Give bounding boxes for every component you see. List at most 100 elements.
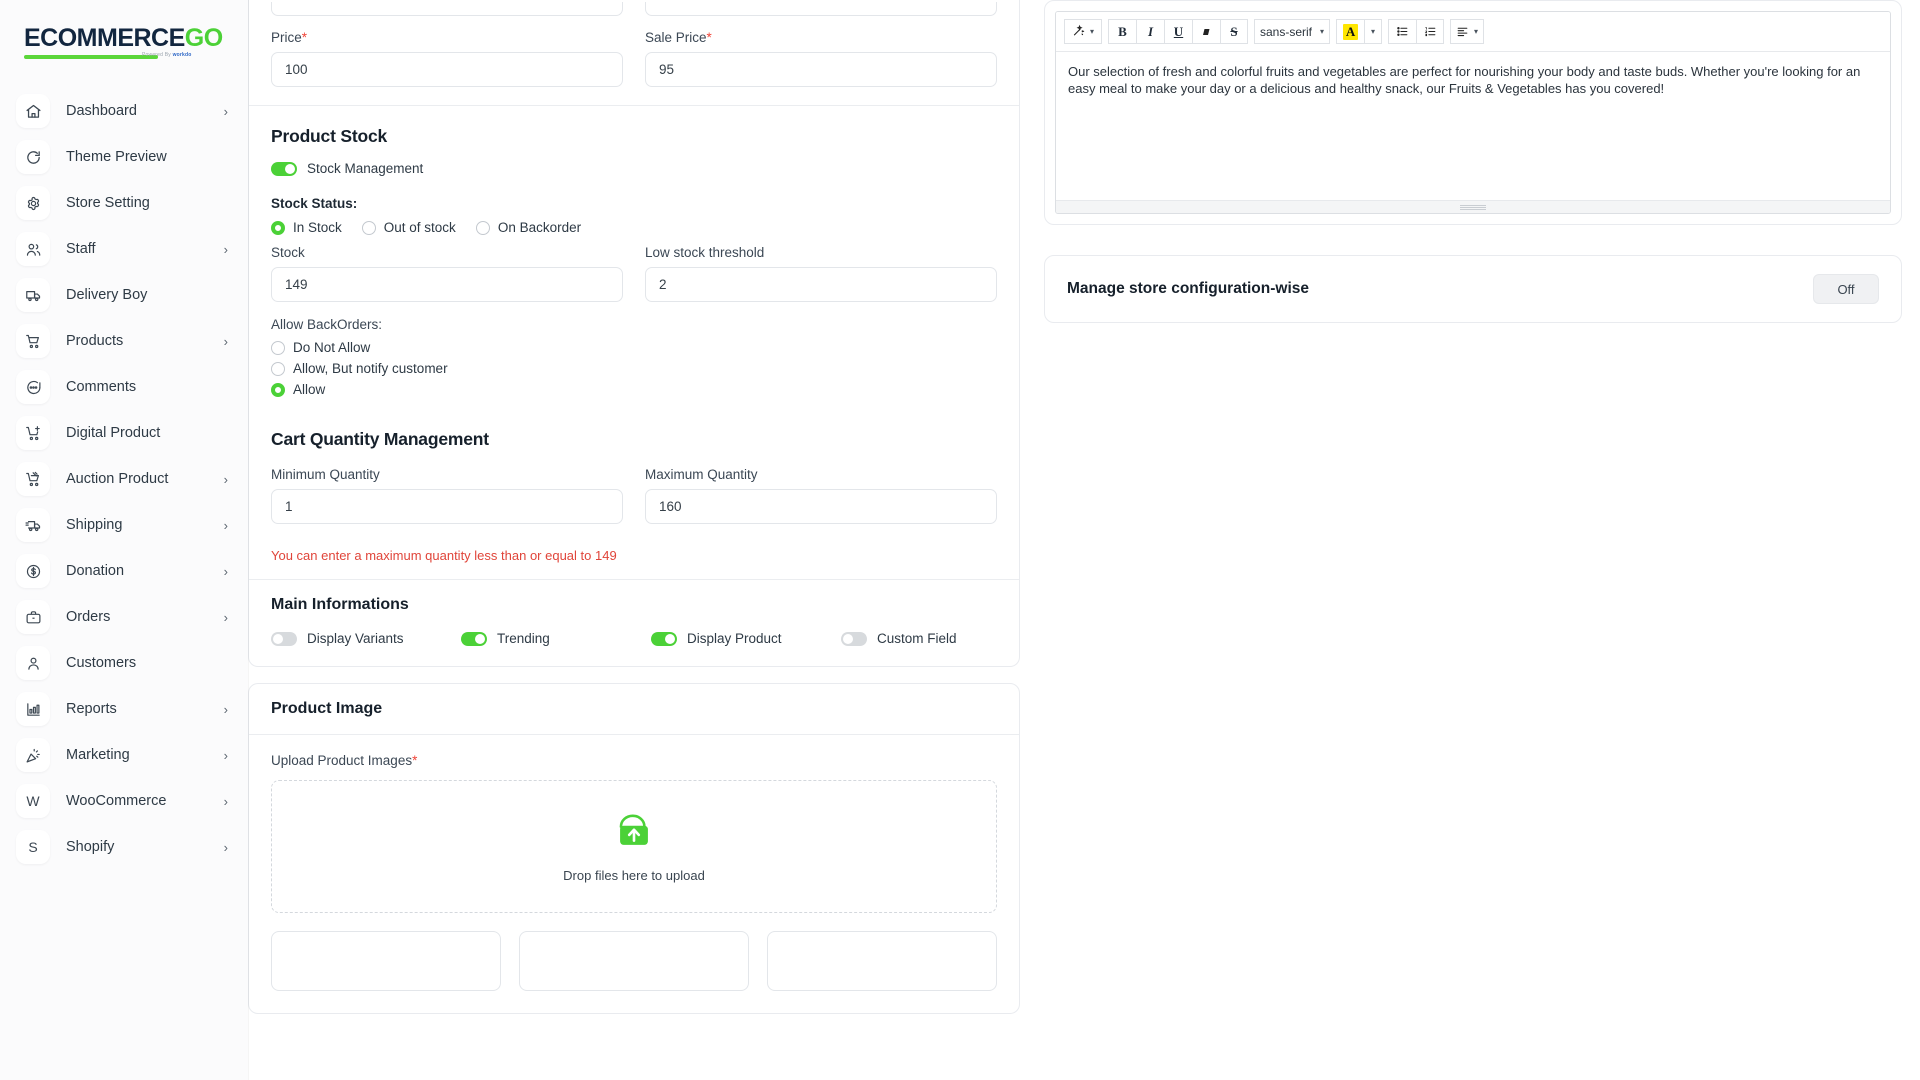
required-marker: * (706, 30, 712, 45)
upper-right-input[interactable] (645, 2, 997, 16)
toggle-display-product[interactable]: Display Product (651, 631, 841, 646)
display-product-toggle[interactable] (651, 631, 677, 646)
upper-inputs-row (249, 0, 1019, 18)
sidebar-item-donation[interactable]: Donation › (0, 548, 248, 594)
sidebar-item-digital-product[interactable]: Digital Product (0, 410, 248, 456)
sidebar-item-label: Comments (66, 379, 137, 395)
radio-in-stock[interactable] (271, 220, 285, 235)
radio-out-of-stock[interactable] (361, 220, 376, 235)
radio-label: On Backorder (497, 220, 582, 235)
price-input[interactable] (271, 52, 623, 87)
minimum-quantity-input[interactable] (271, 489, 623, 524)
maximum-quantity-input[interactable] (645, 489, 997, 524)
editor-toolbar: ▾ B I U S (1056, 12, 1890, 52)
sidebar-item-orders[interactable]: Orders › (0, 594, 248, 640)
stock-input[interactable] (271, 267, 623, 302)
caret-down-icon: ▾ (1320, 27, 1325, 36)
ordered-list-button[interactable] (1416, 19, 1445, 44)
dropzone[interactable]: Drop files here to upload (271, 780, 997, 913)
sidebar-item-label: Staff (66, 241, 96, 257)
thumbnail-item[interactable] (271, 931, 501, 991)
sidebar-item-shipping[interactable]: Shipping › (0, 502, 248, 548)
thumbnail-item[interactable] (767, 931, 997, 991)
toggle-display-variants[interactable]: Display Variants (271, 631, 461, 646)
align-button[interactable]: ▾ (1450, 19, 1485, 44)
sidebar-item-auction-product[interactable]: Auction Product › (0, 456, 248, 502)
sidebar-item-shopify[interactable]: S Shopify › (0, 824, 248, 870)
thumbnail-item[interactable] (519, 931, 749, 991)
font-color-dropdown-button[interactable]: ▾ (1364, 19, 1383, 44)
main-informations-toggles: Display Variants Trending Display Produc… (271, 631, 997, 646)
stock-management-toggle[interactable] (271, 161, 297, 176)
stock-management-row: Stock Management (271, 161, 997, 176)
brand-underline (24, 55, 158, 59)
highlight-button[interactable] (1192, 19, 1220, 44)
sidebar-item-label: Donation (66, 563, 125, 579)
upload-product-images-label: Upload Product Images* (271, 753, 997, 768)
sidebar-item-label: WooCommerce (66, 793, 167, 809)
minimum-quantity-label: Minimum Quantity (271, 467, 380, 482)
brand-powered-prefix: Powered By (142, 52, 173, 58)
sidebar-item-woocommerce[interactable]: W WooCommerce › (0, 778, 248, 824)
sidebar-item-dashboard[interactable]: Dashboard › (0, 88, 248, 134)
sidebar-item-customers[interactable]: Customers (0, 640, 248, 686)
toggle-custom-field[interactable]: Custom Field (841, 631, 957, 646)
toggle-label: Display Product (687, 631, 782, 646)
font-family-select[interactable]: sans-serif ▾ (1254, 19, 1331, 44)
radio-allow-but-notify[interactable] (271, 361, 285, 376)
underline-button[interactable]: U (1164, 19, 1192, 44)
font-color-button[interactable]: A (1336, 19, 1365, 44)
brand-name-dark: ECOMMERCE (24, 24, 185, 52)
sidebar-item-staff[interactable]: Staff › (0, 226, 248, 272)
stock-status-radio-group: In Stock Out of stock On Backorder (271, 220, 997, 235)
backorder-option-allow[interactable]: Allow (271, 382, 997, 397)
brand-name-accent: GO (184, 24, 223, 52)
users-icon (16, 232, 50, 266)
bar-chart-icon (16, 692, 50, 726)
sale-price-input[interactable] (645, 52, 997, 87)
stock-status-option-on-backorder[interactable]: On Backorder (475, 220, 582, 235)
radio-do-not-allow[interactable] (271, 340, 285, 355)
toggle-trending[interactable]: Trending (461, 631, 651, 646)
editor-content[interactable]: Our selection of fresh and colorful frui… (1068, 64, 1861, 97)
backorder-option-allow-notify[interactable]: Allow, But notify customer (271, 361, 997, 376)
radio-allow[interactable] (271, 382, 285, 397)
sidebar-item-label: Digital Product (66, 425, 161, 441)
radio-label: In Stock (293, 220, 342, 235)
max-quantity-error-message: You can enter a maximum quantity less th… (271, 548, 617, 563)
sidebar-item-comments[interactable]: Comments (0, 364, 248, 410)
brand-logo[interactable]: ECOMMERCEGO Powered By workdo (0, 0, 248, 66)
price-fields: Price* Sale Price* (271, 30, 997, 87)
sidebar-item-delivery-boy[interactable]: Delivery Boy (0, 272, 248, 318)
sidebar-item-theme-preview[interactable]: Theme Preview (0, 134, 248, 180)
sidebar-item-store-setting[interactable]: Store Setting (0, 180, 248, 226)
backorder-option-do-not-allow[interactable]: Do Not Allow (271, 340, 997, 355)
chevron-right-icon: › (223, 609, 228, 625)
editor-resize-bar[interactable] (1056, 200, 1890, 213)
strikethrough-button[interactable]: S (1220, 19, 1248, 44)
stock-status-option-out-of-stock[interactable]: Out of stock (361, 220, 456, 235)
trending-toggle[interactable] (461, 631, 487, 646)
sidebar-item-reports[interactable]: Reports › (0, 686, 248, 732)
toolbar-group-lists (1388, 19, 1445, 44)
toolbar-group-font: sans-serif ▾ (1254, 19, 1331, 44)
upper-left-input[interactable] (271, 2, 623, 16)
low-stock-input[interactable] (645, 267, 997, 302)
custom-field-toggle[interactable] (841, 631, 867, 646)
left-column: Price* Sale Price* Product Stock (248, 0, 1020, 1080)
store-config-toggle-button[interactable]: Off (1813, 274, 1879, 304)
store-config-title: Manage store configuration-wise (1067, 280, 1310, 297)
stock-status-option-in-stock[interactable]: In Stock (271, 220, 342, 235)
product-stock-section: Product Stock Stock Management Stock Sta… (249, 106, 1019, 415)
bold-button[interactable]: B (1108, 19, 1136, 44)
cart-plus-icon (16, 416, 50, 450)
italic-button[interactable]: I (1136, 19, 1164, 44)
magic-wand-button[interactable]: ▾ (1064, 19, 1102, 44)
required-marker: * (412, 753, 418, 768)
bullet-list-button[interactable] (1388, 19, 1417, 44)
radio-on-backorder[interactable] (475, 220, 490, 235)
sidebar-item-marketing[interactable]: Marketing › (0, 732, 248, 778)
display-variants-toggle[interactable] (271, 631, 297, 646)
sidebar-item-products[interactable]: Products › (0, 318, 248, 364)
divider (249, 105, 1019, 106)
